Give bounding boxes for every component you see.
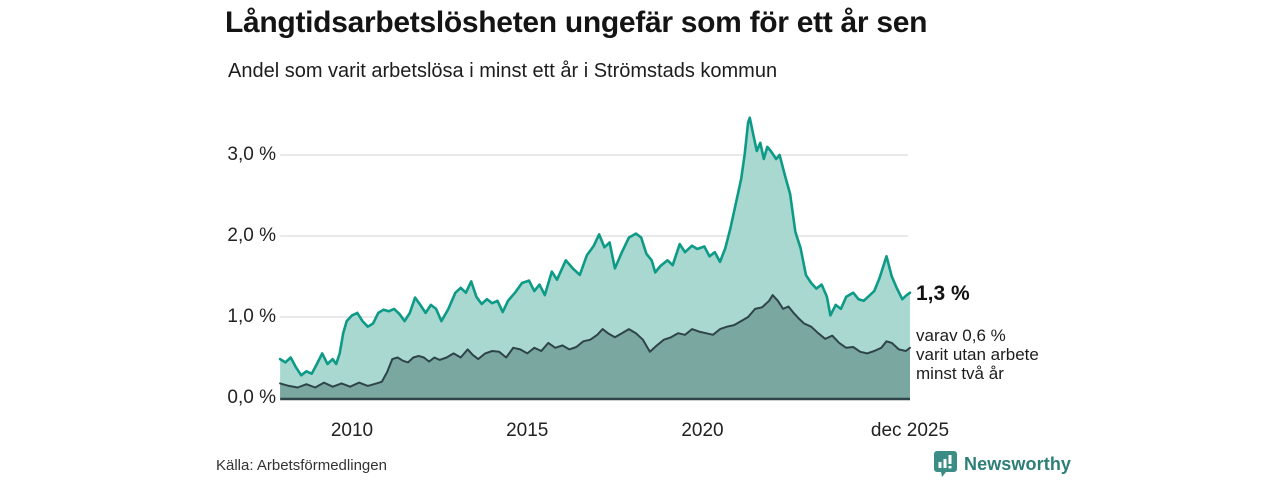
x-tick-label: dec 2025 [870, 420, 950, 441]
source-note: Källa: Arbetsförmedlingen [216, 457, 387, 474]
latest-value-label: 1,3 % [916, 281, 970, 305]
area-unemployed-two-years [280, 295, 911, 398]
newsworthy-icon [934, 451, 957, 477]
x-tick-label: 2020 [681, 420, 724, 441]
x-tick-label: 2010 [330, 420, 374, 441]
detail-annotation-line: varit utan arbete [916, 345, 1039, 364]
detail-annotation-line: minst två år [916, 364, 1004, 383]
detail-annotation-line: varav 0,6 % [916, 326, 1006, 345]
line-unemployed-one-year [278, 116, 912, 377]
x-tick-label: 2015 [506, 420, 549, 441]
line-unemployed-two-years [279, 294, 911, 389]
y-tick-label: 2,0 % [227, 225, 276, 246]
brand-wordmark: Newsworthy [964, 453, 1072, 474]
detail-annotation: varav 0,6 % varit utan arbete minst två … [916, 326, 1039, 383]
brand-logo: Newsworthy [934, 451, 1071, 477]
y-tick-label: 0,0 % [227, 387, 276, 408]
page-title: Långtidsarbetslösheten ungefär som för e… [225, 6, 928, 39]
y-tick-label: 1,0 % [227, 306, 276, 327]
chart-subtitle: Andel som varit arbetslösa i minst ett å… [228, 60, 778, 82]
y-tick-label: 3,0 % [227, 144, 276, 165]
